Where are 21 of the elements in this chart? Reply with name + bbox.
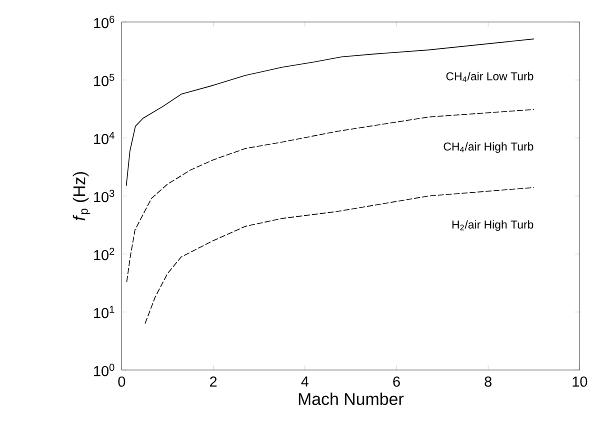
- y-tick-label: 10$^{3}$: [94, 190, 114, 202]
- x-tick-label: 10: [572, 376, 588, 387]
- text: CH$_{4}$/air Low Turb: [446, 72, 534, 82]
- x-tick-label: 8: [484, 376, 492, 387]
- x-axis-title: Mach Number: [298, 392, 404, 406]
- text: CH$_{4}$/air High Turb: [444, 142, 534, 153]
- y-tick-label: 10$^{2}$: [94, 248, 114, 260]
- y-tick-label: 10$^{1}$: [94, 306, 114, 318]
- y-tick-label: 10$^{5}$: [94, 74, 114, 86]
- x-tick-label: 6: [393, 376, 400, 387]
- x-tick-label: 4: [301, 376, 308, 386]
- y-tick-label: 10$^{6}$: [94, 16, 114, 28]
- line-series: [126, 38, 534, 186]
- y-axis-title: f$_{p}$ (Hz): [72, 172, 90, 220]
- line-series: [144, 187, 534, 324]
- x-tick-label: 0: [118, 376, 126, 387]
- y-tick-label: 10$^{0}$: [94, 364, 114, 376]
- y-tick-label: 10$^{4}$: [94, 132, 114, 144]
- x-tick-label: 2: [210, 376, 217, 387]
- line-series: [126, 109, 534, 282]
- text: H$_{2}$/air High Turb: [452, 220, 534, 231]
